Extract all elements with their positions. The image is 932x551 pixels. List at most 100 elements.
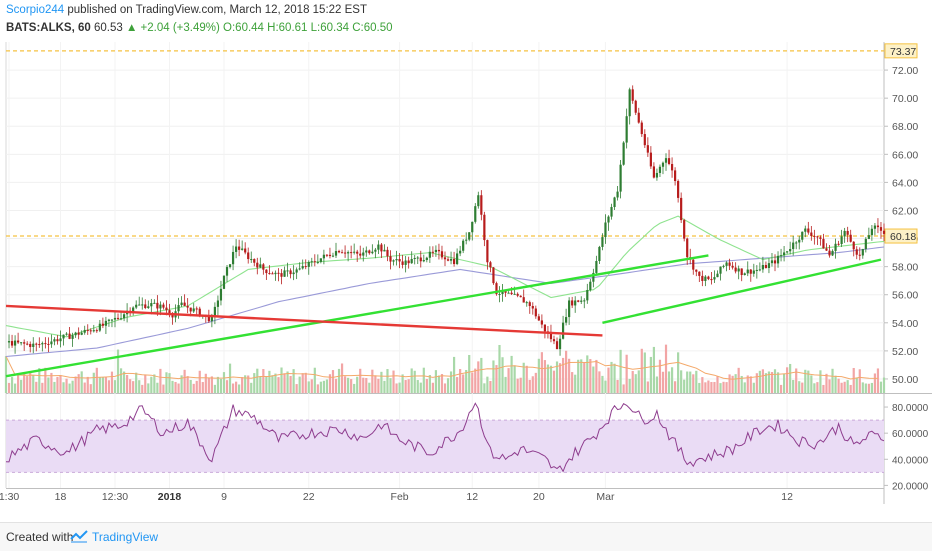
volume-bar — [692, 374, 695, 393]
candle-body — [271, 273, 274, 275]
candle-body — [119, 318, 123, 320]
volume-bar — [810, 375, 813, 393]
volume-bar — [319, 381, 322, 393]
volume-bar — [340, 363, 344, 393]
candle-body — [543, 324, 547, 332]
volume-bar — [159, 368, 162, 393]
candle-body — [59, 338, 62, 342]
volume-bar — [555, 361, 559, 393]
volume-bar — [695, 370, 698, 393]
candle-body — [640, 122, 643, 135]
volume-bar — [44, 367, 47, 393]
candle-body — [431, 251, 434, 253]
volume-bar — [431, 382, 434, 393]
volume-bar — [837, 378, 840, 393]
volume-bar — [655, 376, 659, 393]
candle-body — [489, 262, 492, 268]
volume-bar — [168, 373, 171, 393]
volume-bar — [792, 379, 795, 393]
candle-body — [247, 252, 250, 260]
volume-bar — [643, 352, 646, 393]
candle-body — [677, 181, 680, 198]
candle-body — [752, 270, 755, 274]
candle-body — [525, 302, 528, 304]
volume-bar — [138, 380, 141, 393]
volume-bar — [504, 376, 507, 393]
candle-body — [646, 145, 649, 153]
time-tick-label: 20 — [533, 491, 545, 503]
candle-body — [434, 249, 438, 253]
candle-body — [268, 273, 271, 275]
volume-bar — [368, 382, 371, 393]
volume-bar — [782, 373, 786, 393]
volume-bar — [465, 369, 468, 393]
candle-body — [443, 257, 447, 260]
candle-body — [56, 339, 59, 342]
rsi-tick-label: 20.0000 — [892, 481, 929, 492]
volume-bar — [561, 357, 565, 393]
volume-bar — [619, 349, 622, 393]
candle-body — [428, 251, 431, 258]
volume-bar — [456, 377, 459, 393]
candle-body — [231, 251, 235, 265]
candle-body — [83, 329, 86, 333]
volume-bar — [89, 384, 92, 393]
candle-body — [792, 242, 795, 250]
candle-body — [165, 307, 168, 311]
volume-bar — [271, 375, 274, 393]
author-link[interactable]: Scorpio244 — [6, 4, 65, 16]
volume-bar — [337, 368, 341, 393]
volume-bar — [122, 371, 126, 393]
tradingview-brand-link[interactable]: TradingView — [92, 530, 159, 544]
volume-bar — [649, 356, 652, 393]
candle-body — [222, 275, 226, 289]
candle-body — [731, 265, 734, 268]
candle-body — [716, 273, 719, 278]
candle-body — [295, 269, 298, 273]
candle-body — [410, 258, 413, 264]
candle-body — [879, 227, 883, 231]
candle-body — [250, 259, 253, 261]
volume-bar — [50, 372, 53, 393]
candle-body — [437, 249, 441, 252]
candle-body — [882, 230, 886, 234]
candle-body — [228, 264, 232, 268]
volume-bar — [667, 371, 671, 393]
volume-bar — [95, 367, 98, 393]
volume-bar — [740, 375, 743, 393]
candle-body — [319, 258, 322, 262]
volume-bar — [492, 360, 495, 393]
volume-bar — [419, 382, 422, 393]
candle-body — [728, 262, 731, 266]
volume-bar — [558, 363, 562, 393]
volume-bar — [219, 378, 223, 393]
candle-body — [773, 260, 777, 264]
price-chart[interactable]: 50.0052.0054.0056.0058.0060.0062.0064.00… — [0, 38, 932, 522]
candle-body — [307, 261, 310, 267]
volume-bar — [637, 370, 640, 393]
footer-bar: Created with TradingView — [0, 522, 932, 551]
candle-body — [283, 270, 286, 277]
volume-bar — [156, 382, 159, 393]
volume-bar — [528, 379, 531, 393]
candle-body — [607, 216, 610, 223]
candle-body — [77, 332, 80, 335]
candle-body — [613, 197, 616, 208]
candle-body — [565, 317, 568, 323]
volume-bar — [834, 375, 837, 393]
candle-body — [616, 191, 619, 198]
time-tick-label: 12 — [466, 491, 478, 503]
volume-bar — [35, 381, 38, 393]
volume-bar — [256, 368, 259, 393]
candle-body — [652, 166, 656, 178]
candle-body — [471, 221, 474, 233]
candle-body — [219, 288, 223, 301]
red-trend-line — [5, 304, 603, 337]
symbol-label[interactable]: BATS:ALKS, 60 — [6, 22, 91, 34]
volume-bar — [116, 349, 120, 393]
candle-body — [304, 266, 307, 268]
volume-bar — [292, 369, 295, 393]
candle-body — [767, 263, 771, 269]
candle-body — [813, 236, 816, 238]
time-tick-label: 1:30 — [0, 491, 19, 503]
